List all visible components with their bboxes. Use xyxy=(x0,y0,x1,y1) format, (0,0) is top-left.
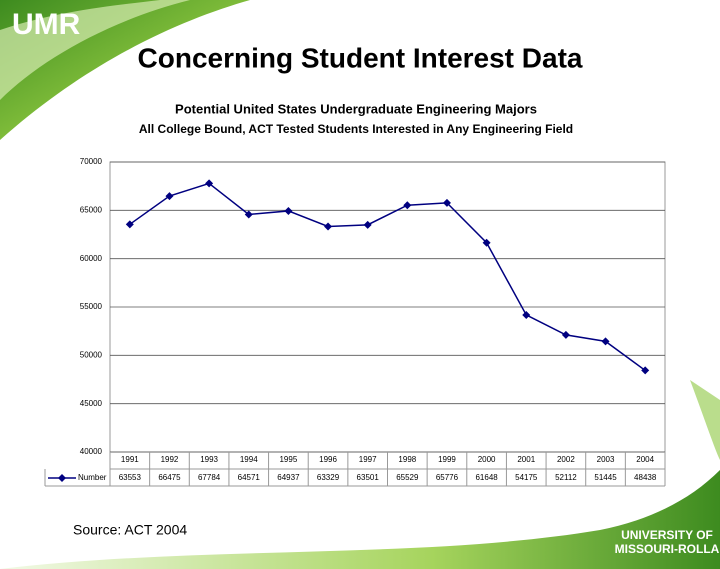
table-value: 52112 xyxy=(555,473,577,482)
source: Source: ACT 2004 xyxy=(73,522,187,538)
x-tick-label: 1994 xyxy=(240,455,258,464)
swoosh-top-light xyxy=(0,0,190,100)
table-value: 65529 xyxy=(396,473,419,482)
y-tick-label: 55000 xyxy=(80,302,103,311)
marker xyxy=(205,179,214,188)
chart-subtitle: All College Bound, ACT Tested Students I… xyxy=(139,122,573,136)
table-value: 63553 xyxy=(119,473,142,482)
line xyxy=(129,182,646,372)
x-tick-label: 1991 xyxy=(121,455,139,464)
footer-logo: MISSOURI-ROLLA xyxy=(615,542,720,556)
table-value: 63329 xyxy=(317,473,340,482)
x-tick-label: 1998 xyxy=(398,455,416,464)
marker xyxy=(125,220,134,229)
y-tick-label: 70000 xyxy=(80,157,103,166)
x-tick-label: 1995 xyxy=(279,455,297,464)
x-tick-label: 2003 xyxy=(597,455,615,464)
marker xyxy=(244,210,253,219)
footer-logo: UNIVERSITY OF xyxy=(621,528,713,542)
x-tick-label: 1992 xyxy=(161,455,179,464)
swoosh-bottom xyxy=(0,470,720,569)
y-tick-label: 65000 xyxy=(80,205,103,214)
x-tick-label: 2002 xyxy=(557,455,575,464)
y-tick-label: 50000 xyxy=(80,350,103,359)
x-tick-label: 2000 xyxy=(478,455,496,464)
table-value: 61648 xyxy=(475,473,498,482)
marker xyxy=(363,220,372,229)
legend-marker xyxy=(58,474,66,482)
x-tick-label: 1997 xyxy=(359,455,377,464)
table-value: 51445 xyxy=(594,473,617,482)
table-value: 67784 xyxy=(198,473,221,482)
y-tick-label: 40000 xyxy=(80,447,103,456)
legend-label: Number xyxy=(78,473,107,482)
marker xyxy=(284,206,293,215)
table-value: 54175 xyxy=(515,473,538,482)
x-tick-label: 1999 xyxy=(438,455,456,464)
swoosh-right xyxy=(690,380,720,460)
table-value: 48438 xyxy=(634,473,657,482)
chart-title: Potential United States Undergraduate En… xyxy=(175,101,537,116)
marker xyxy=(482,238,491,247)
y-tick-label: 60000 xyxy=(80,254,103,263)
chart: 40000 45000 50000 55000 60000 65000 70000 1991 1… xyxy=(44,157,666,487)
marker xyxy=(442,198,451,207)
x-tick-label: 1993 xyxy=(200,455,218,464)
y-tick-label: 45000 xyxy=(80,399,103,408)
x-tick-label: 2001 xyxy=(517,455,535,464)
table-value: 65776 xyxy=(436,473,459,482)
marker xyxy=(403,201,412,210)
marker xyxy=(641,366,650,375)
marker xyxy=(522,310,531,319)
slide-title: Concerning Student Interest Data xyxy=(138,42,583,73)
marker xyxy=(324,222,333,231)
x-tick-label: 2004 xyxy=(636,455,654,464)
table-value: 63501 xyxy=(357,473,380,482)
table-value: 64937 xyxy=(277,473,300,482)
marker xyxy=(165,192,174,201)
logo: UMR xyxy=(12,8,81,41)
table-value: 64571 xyxy=(238,473,261,482)
marker xyxy=(601,337,610,346)
marker xyxy=(561,330,570,339)
x-tick-label: 1996 xyxy=(319,455,337,464)
table-value: 66475 xyxy=(158,473,181,482)
